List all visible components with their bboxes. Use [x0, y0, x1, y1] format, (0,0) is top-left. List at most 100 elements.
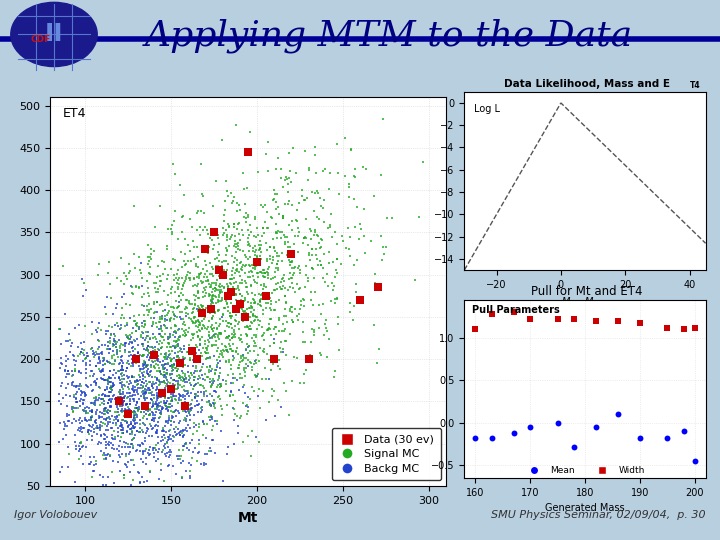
Point	[351, 256, 363, 265]
Point	[234, 258, 246, 267]
Point	[75, 437, 86, 446]
Point	[125, 418, 137, 427]
Point	[143, 450, 155, 459]
Point	[125, 338, 136, 347]
Point	[207, 245, 218, 253]
Point	[161, 366, 173, 374]
Point	[169, 395, 181, 403]
Point	[318, 249, 330, 258]
Point	[237, 350, 248, 359]
Point	[222, 259, 234, 268]
Point	[242, 330, 253, 339]
Point	[243, 268, 255, 276]
Point	[131, 387, 143, 396]
Point	[106, 395, 117, 403]
Point	[213, 293, 225, 302]
Point	[278, 379, 289, 387]
Point	[146, 380, 158, 389]
Point	[140, 429, 152, 438]
Point	[221, 450, 233, 458]
Point	[263, 265, 274, 273]
Point	[197, 418, 209, 427]
Point	[207, 293, 218, 302]
Point	[269, 325, 280, 334]
Point	[107, 380, 119, 388]
Point	[206, 325, 217, 334]
Point	[154, 202, 166, 211]
Point	[105, 293, 117, 302]
Point	[168, 275, 180, 284]
Point	[274, 364, 286, 373]
Point	[170, 327, 181, 335]
Point	[184, 472, 196, 481]
Point	[211, 268, 222, 276]
Point	[104, 338, 116, 347]
Point	[142, 369, 153, 378]
Point	[147, 382, 158, 391]
Point	[109, 366, 120, 375]
Point	[211, 355, 222, 364]
Point	[204, 401, 216, 409]
Point	[115, 379, 127, 388]
Point	[202, 373, 213, 382]
Point	[131, 334, 143, 343]
Point	[109, 357, 120, 366]
Point	[188, 422, 199, 431]
Point	[153, 364, 164, 373]
Point	[123, 360, 135, 369]
Point	[161, 379, 173, 388]
Point	[279, 233, 291, 241]
Point	[210, 280, 222, 289]
Point	[143, 292, 155, 300]
Point	[153, 352, 164, 360]
Point	[236, 298, 248, 306]
Point	[143, 338, 154, 346]
Point	[84, 422, 96, 430]
Point	[194, 321, 205, 329]
Point	[135, 415, 146, 424]
Point	[225, 233, 236, 241]
Point	[130, 327, 142, 335]
Point	[216, 269, 228, 278]
Point	[204, 416, 216, 424]
Point	[219, 217, 230, 225]
Point	[130, 401, 142, 409]
Point	[127, 339, 138, 347]
Point	[173, 352, 184, 360]
Point	[163, 306, 174, 315]
Point	[261, 325, 273, 334]
Point	[126, 392, 138, 400]
Point	[206, 436, 217, 444]
Point	[185, 406, 197, 414]
Point	[104, 359, 116, 367]
Point	[138, 351, 149, 360]
Point	[221, 246, 233, 254]
Point	[274, 314, 285, 323]
Point	[269, 339, 280, 347]
Point	[199, 349, 211, 357]
Point	[197, 362, 208, 371]
Point	[79, 414, 91, 423]
Point	[154, 272, 166, 280]
Ellipse shape	[11, 2, 97, 66]
Point	[179, 442, 190, 450]
Point	[76, 427, 88, 436]
Point	[107, 435, 119, 443]
Point	[118, 371, 130, 380]
Point	[315, 194, 326, 202]
Point	[115, 276, 127, 285]
Point	[134, 383, 145, 392]
Point	[192, 366, 203, 375]
Point	[276, 403, 287, 411]
Point	[81, 381, 93, 390]
Point	[376, 232, 387, 240]
Point	[109, 360, 120, 368]
Point	[96, 419, 108, 428]
Point	[102, 433, 113, 441]
Point	[251, 333, 262, 342]
Point	[191, 321, 202, 330]
Point	[213, 392, 225, 400]
Point	[151, 394, 163, 402]
Point	[133, 325, 145, 333]
Point	[136, 328, 148, 337]
